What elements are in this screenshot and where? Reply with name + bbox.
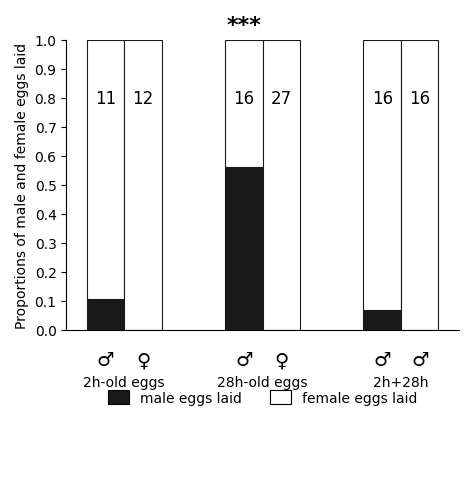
Bar xyxy=(124,41,162,330)
Text: 16: 16 xyxy=(409,90,430,107)
Text: ***: *** xyxy=(227,16,261,36)
Bar xyxy=(364,41,401,310)
Bar xyxy=(263,41,300,330)
Bar xyxy=(364,310,401,330)
Bar xyxy=(87,41,124,300)
Text: 11: 11 xyxy=(95,90,116,107)
Y-axis label: Proportions of male and female eggs laid: Proportions of male and female eggs laid xyxy=(15,43,29,328)
Text: 28h-old eggs: 28h-old eggs xyxy=(218,375,308,389)
Bar xyxy=(225,41,263,168)
Bar xyxy=(225,168,263,330)
Text: ♂: ♂ xyxy=(411,350,428,369)
Text: 2h-old eggs: 2h-old eggs xyxy=(83,375,165,389)
Text: ♂: ♂ xyxy=(97,350,114,369)
Text: 16: 16 xyxy=(372,90,393,107)
Text: ♂: ♂ xyxy=(235,350,253,369)
Text: ♂: ♂ xyxy=(374,350,391,369)
Text: 16: 16 xyxy=(233,90,255,107)
Text: 12: 12 xyxy=(132,90,154,107)
Legend: male eggs laid, female eggs laid: male eggs laid, female eggs laid xyxy=(103,384,423,410)
Text: ♀: ♀ xyxy=(274,350,289,369)
Bar xyxy=(401,41,438,330)
Text: 2h+28h: 2h+28h xyxy=(373,375,429,389)
Text: ♀: ♀ xyxy=(136,350,150,369)
Text: 27: 27 xyxy=(271,90,292,107)
Bar xyxy=(87,300,124,330)
